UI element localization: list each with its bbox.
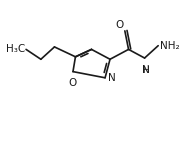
Text: O: O bbox=[115, 20, 124, 30]
Text: N: N bbox=[142, 65, 150, 75]
Text: N: N bbox=[108, 73, 116, 83]
Text: NH₂: NH₂ bbox=[160, 41, 180, 51]
Text: O: O bbox=[69, 78, 77, 88]
Text: H: H bbox=[142, 66, 149, 75]
Text: H₃C: H₃C bbox=[5, 44, 25, 54]
